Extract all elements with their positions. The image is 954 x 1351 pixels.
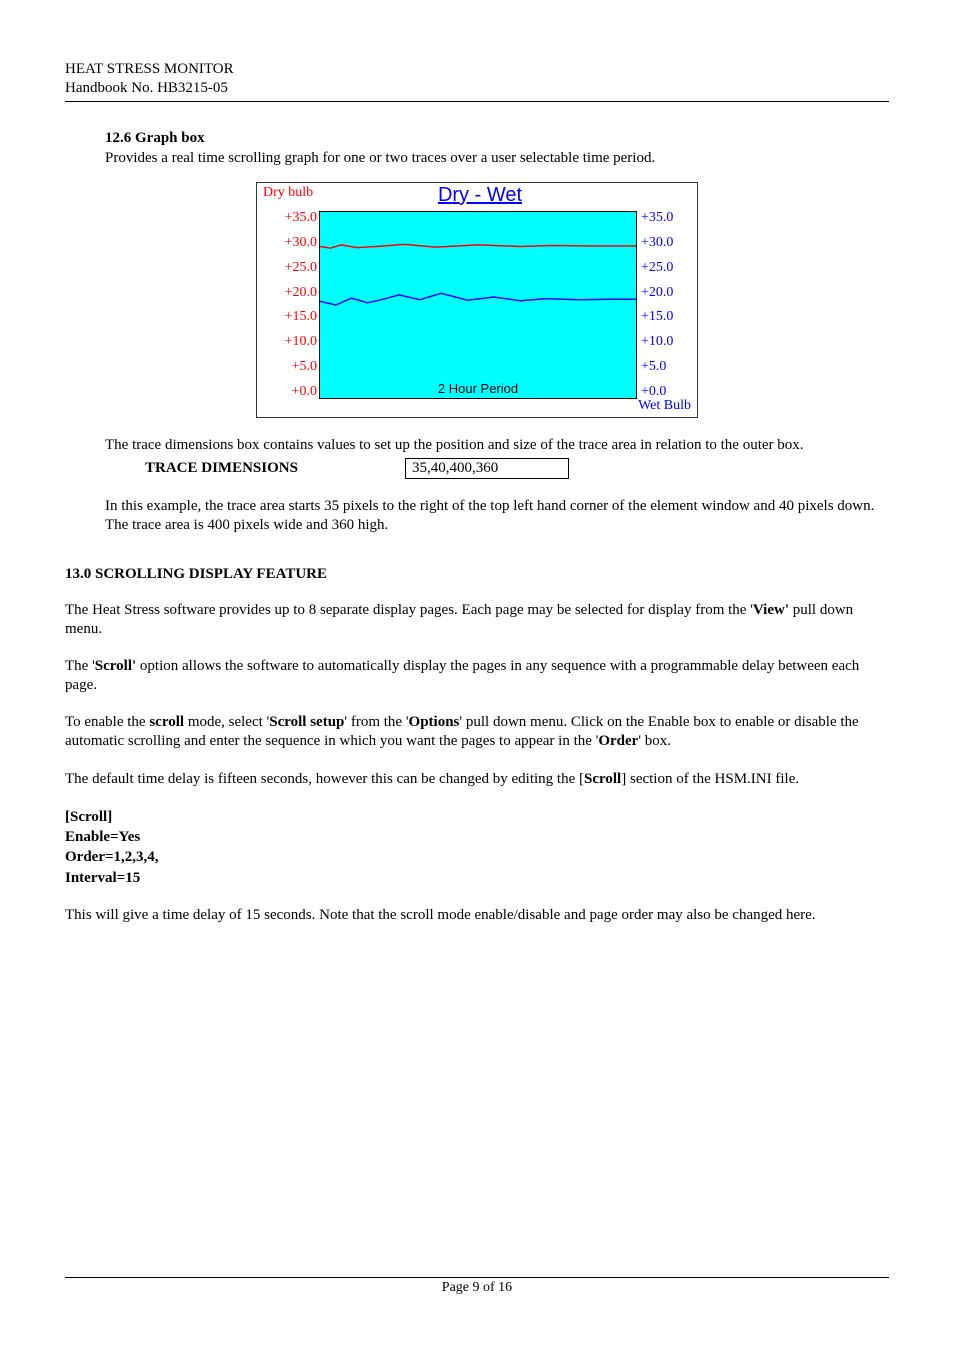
after-chart-text: The trace dimensions box contains values…: [105, 436, 889, 456]
ytick-right: +15.0: [641, 310, 695, 324]
code-line: Enable=Yes: [65, 827, 889, 847]
ytick-right: +0.0: [641, 385, 695, 399]
chart-title: Dry - Wet: [323, 183, 637, 208]
chart-plot-area: 2 Hour Period: [319, 211, 637, 399]
page-number: Page 9 of 16: [65, 1280, 889, 1296]
page-footer: Page 9 of 16: [65, 1274, 889, 1296]
x-axis-label: 2 Hour Period: [320, 381, 636, 396]
trace-dimensions-row: TRACE DIMENSIONS 35,40,400,360: [145, 458, 889, 479]
trace-dim-label: TRACE DIMENSIONS: [145, 460, 405, 477]
ytick-left: +30.0: [263, 236, 317, 250]
p13-5: This will give a time delay of 15 second…: [65, 906, 889, 925]
code-line: [Scroll]: [65, 807, 889, 827]
trace-dim-input[interactable]: 35,40,400,360: [405, 458, 569, 479]
code-line: Interval=15: [65, 868, 889, 888]
footer-rule: [65, 1277, 889, 1278]
chart-svg: [320, 212, 636, 398]
heading-12-6: 12.6 Graph box: [105, 130, 889, 147]
ytick-left: +20.0: [263, 286, 317, 300]
ytick-left: +25.0: [263, 261, 317, 275]
ytick-left: +15.0: [263, 310, 317, 324]
p13-1: The Heat Stress software provides up to …: [65, 601, 889, 639]
dry-trace: [320, 244, 636, 248]
ytick-right: +10.0: [641, 335, 695, 349]
ytick-right: +25.0: [641, 261, 695, 275]
ytick-left: +10.0: [263, 335, 317, 349]
y-axis-right: +35.0 +30.0 +25.0 +20.0 +15.0 +10.0 +5.0…: [637, 207, 697, 399]
header-line-2: Handbook No. HB3215-05: [65, 79, 889, 98]
y-axis-left: +35.0 +30.0 +25.0 +20.0 +15.0 +10.0 +5.0…: [257, 207, 319, 399]
graph-box-window: Dry bulb Dry - Wet +35.0 +30.0 +25.0 +20…: [256, 182, 698, 418]
trace2-label: Wet Bulb: [638, 399, 697, 417]
ini-code-block: [Scroll] Enable=Yes Order=1,2,3,4, Inter…: [65, 807, 889, 888]
ytick-right: +5.0: [641, 360, 695, 374]
intro-12-6: Provides a real time scrolling graph for…: [105, 149, 889, 169]
ytick-right: +30.0: [641, 236, 695, 250]
ytick-left: +5.0: [263, 360, 317, 374]
header-rule: [65, 101, 889, 102]
wet-trace: [320, 293, 636, 305]
p13-2: The 'Scroll' option allows the software …: [65, 657, 889, 695]
heading-13: 13.0 SCROLLING DISPLAY FEATURE: [65, 566, 889, 583]
explain-12-6: In this example, the trace area starts 3…: [105, 497, 889, 536]
ytick-left: +0.0: [263, 385, 317, 399]
code-line: Order=1,2,3,4,: [65, 847, 889, 867]
header-line-1: HEAT STRESS MONITOR: [65, 60, 889, 79]
trace1-label: Dry bulb: [257, 183, 323, 200]
ytick-left: +35.0: [263, 211, 317, 225]
p13-4: The default time delay is fifteen second…: [65, 770, 889, 789]
ytick-right: +35.0: [641, 211, 695, 225]
ytick-right: +20.0: [641, 286, 695, 300]
page-header: HEAT STRESS MONITOR Handbook No. HB3215-…: [65, 60, 889, 98]
p13-3: To enable the scroll mode, select 'Scrol…: [65, 713, 889, 751]
